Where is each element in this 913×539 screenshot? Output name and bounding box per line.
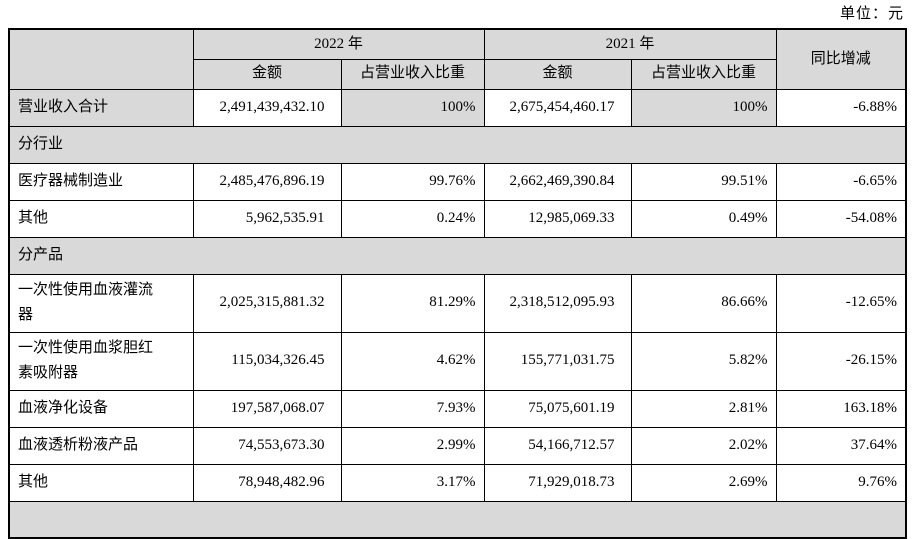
header-row-metrics: 金额 占营业收入比重 金额 占营业收入比重 (9, 58, 906, 90)
percent-2021: 86.66% (630, 273, 777, 333)
amount-2022: 2,025,315,881.32 (192, 273, 342, 333)
yoy-change: -6.88% (775, 88, 907, 127)
amount-2022: 74,553,673.30 (192, 426, 342, 465)
revenue-breakdown-table: 2022 年 2021 年 同比增减 金额 占营业收入比重 金额 占营业收入比重… (8, 28, 908, 539)
amount-2021-header: 金额 (483, 58, 632, 90)
table-header: 2022 年 2021 年 同比增减 金额 占营业收入比重 金额 占营业收入比重 (8, 28, 907, 90)
table-row: 医疗器械制造业 2,485,476,896.19 99.76% 2,662,469,3… (8, 162, 907, 201)
section-row: 分行业 (8, 125, 907, 164)
yoy-change: 163.18% (775, 389, 907, 428)
corner-cell (8, 28, 194, 90)
percent-2021: 2.81% (630, 389, 777, 428)
amount-2022: 5,962,535.91 (192, 199, 342, 238)
row-label: 一次性使用血液灌流器 (8, 273, 194, 333)
table-row: 血液净化设备 197,587,068.07 7.93% 75,075,601.19 2.… (8, 389, 907, 428)
section-row (8, 500, 907, 539)
percent-2022: 99.76% (340, 162, 485, 201)
table-row: 其他 5,962,535.91 0.24% 12,985,069.33 0.49% -54… (8, 199, 907, 238)
table-row: 一次性使用血液灌流器 2,025,315,881.32 81.29% 2,318,51… (8, 273, 907, 333)
amount-2022: 115,034,326.45 (192, 331, 342, 391)
amount-2022: 78,948,482.96 (192, 463, 342, 502)
amount-2022: 197,587,068.07 (192, 389, 342, 428)
row-label: 其他 (8, 463, 194, 502)
percent-2021: 5.82% (630, 331, 777, 391)
header-row-years: 2022 年 2021 年 同比增减 (8, 28, 907, 90)
section-label: 分行业 (8, 125, 907, 164)
section-label (8, 500, 907, 539)
amount-2022: 2,485,476,896.19 (192, 162, 342, 201)
table-row: 营业收入合计 2,491,439,432.10 100% 2,675,454,460.… (8, 88, 907, 127)
unit-label: 单位：元 (839, 6, 904, 22)
percent-2021: 99.51% (630, 162, 777, 201)
table-row: 血液透析粉液产品 74,553,673.30 2.99% 54,166,712.57 2… (8, 426, 907, 465)
ratio-2021-header: 占营业收入比重 (630, 58, 777, 90)
row-label: 血液净化设备 (8, 389, 194, 428)
percent-2021: 100% (630, 88, 777, 127)
amount-2021: 2,662,469,390.84 (483, 162, 632, 201)
section-row: 分产品 (8, 236, 907, 275)
row-label: 医疗器械制造业 (8, 162, 194, 201)
amount-2021: 75,075,601.19 (483, 389, 632, 428)
ratio-2022-header: 占营业收入比重 (340, 58, 485, 90)
percent-2022: 2.99% (340, 426, 485, 465)
amount-2021: 12,985,069.33 (483, 199, 632, 238)
percent-2022: 3.17% (340, 463, 485, 502)
percent-2022: 81.29% (340, 273, 485, 333)
yoy-change: -6.65% (775, 162, 907, 201)
yoy-change: 9.76% (775, 463, 907, 502)
percent-2022: 4.62% (340, 331, 485, 391)
percent-2021: 2.02% (630, 426, 777, 465)
amount-2022: 2,491,439,432.10 (192, 88, 342, 127)
table-row: 一次性使用血浆胆红素吸附器 115,034,326.45 4.62% 155,771,… (8, 331, 907, 391)
percent-2022: 7.93% (340, 389, 485, 428)
section-label: 分产品 (8, 236, 907, 275)
row-label: 营业收入合计 (8, 88, 194, 127)
row-label: 一次性使用血浆胆红素吸附器 (8, 331, 194, 391)
percent-2022: 0.24% (340, 199, 485, 238)
table-row: 其他 78,948,482.96 3.17% 71,929,018.73 2.69% 9.… (8, 463, 907, 502)
amount-2021: 155,771,031.75 (483, 331, 632, 391)
row-label: 其他 (8, 199, 194, 238)
amount-2021: 54,166,712.57 (483, 426, 632, 465)
percent-2022: 100% (340, 88, 485, 127)
percent-2021: 0.49% (630, 199, 777, 238)
yoy-change: 37.64% (775, 426, 907, 465)
yoy-header: 同比增减 (775, 28, 907, 90)
amount-2021: 2,318,512,095.93 (483, 273, 632, 333)
yoy-change: -12.65% (775, 273, 907, 333)
year-2021-header: 2021 年 (483, 28, 777, 60)
amount-2021: 2,675,454,460.17 (483, 88, 632, 127)
row-label: 血液透析粉液产品 (8, 426, 194, 465)
yoy-change: -54.08% (775, 199, 907, 238)
amount-2021: 71,929,018.73 (483, 463, 632, 502)
year-2022-header: 2022 年 (192, 28, 485, 60)
yoy-change: -26.15% (775, 331, 907, 391)
table-body: 营业收入合计 2,491,439,432.10 100% 2,675,454,460.… (8, 88, 907, 539)
percent-2021: 2.69% (630, 463, 777, 502)
amount-2022-header: 金额 (192, 58, 342, 90)
